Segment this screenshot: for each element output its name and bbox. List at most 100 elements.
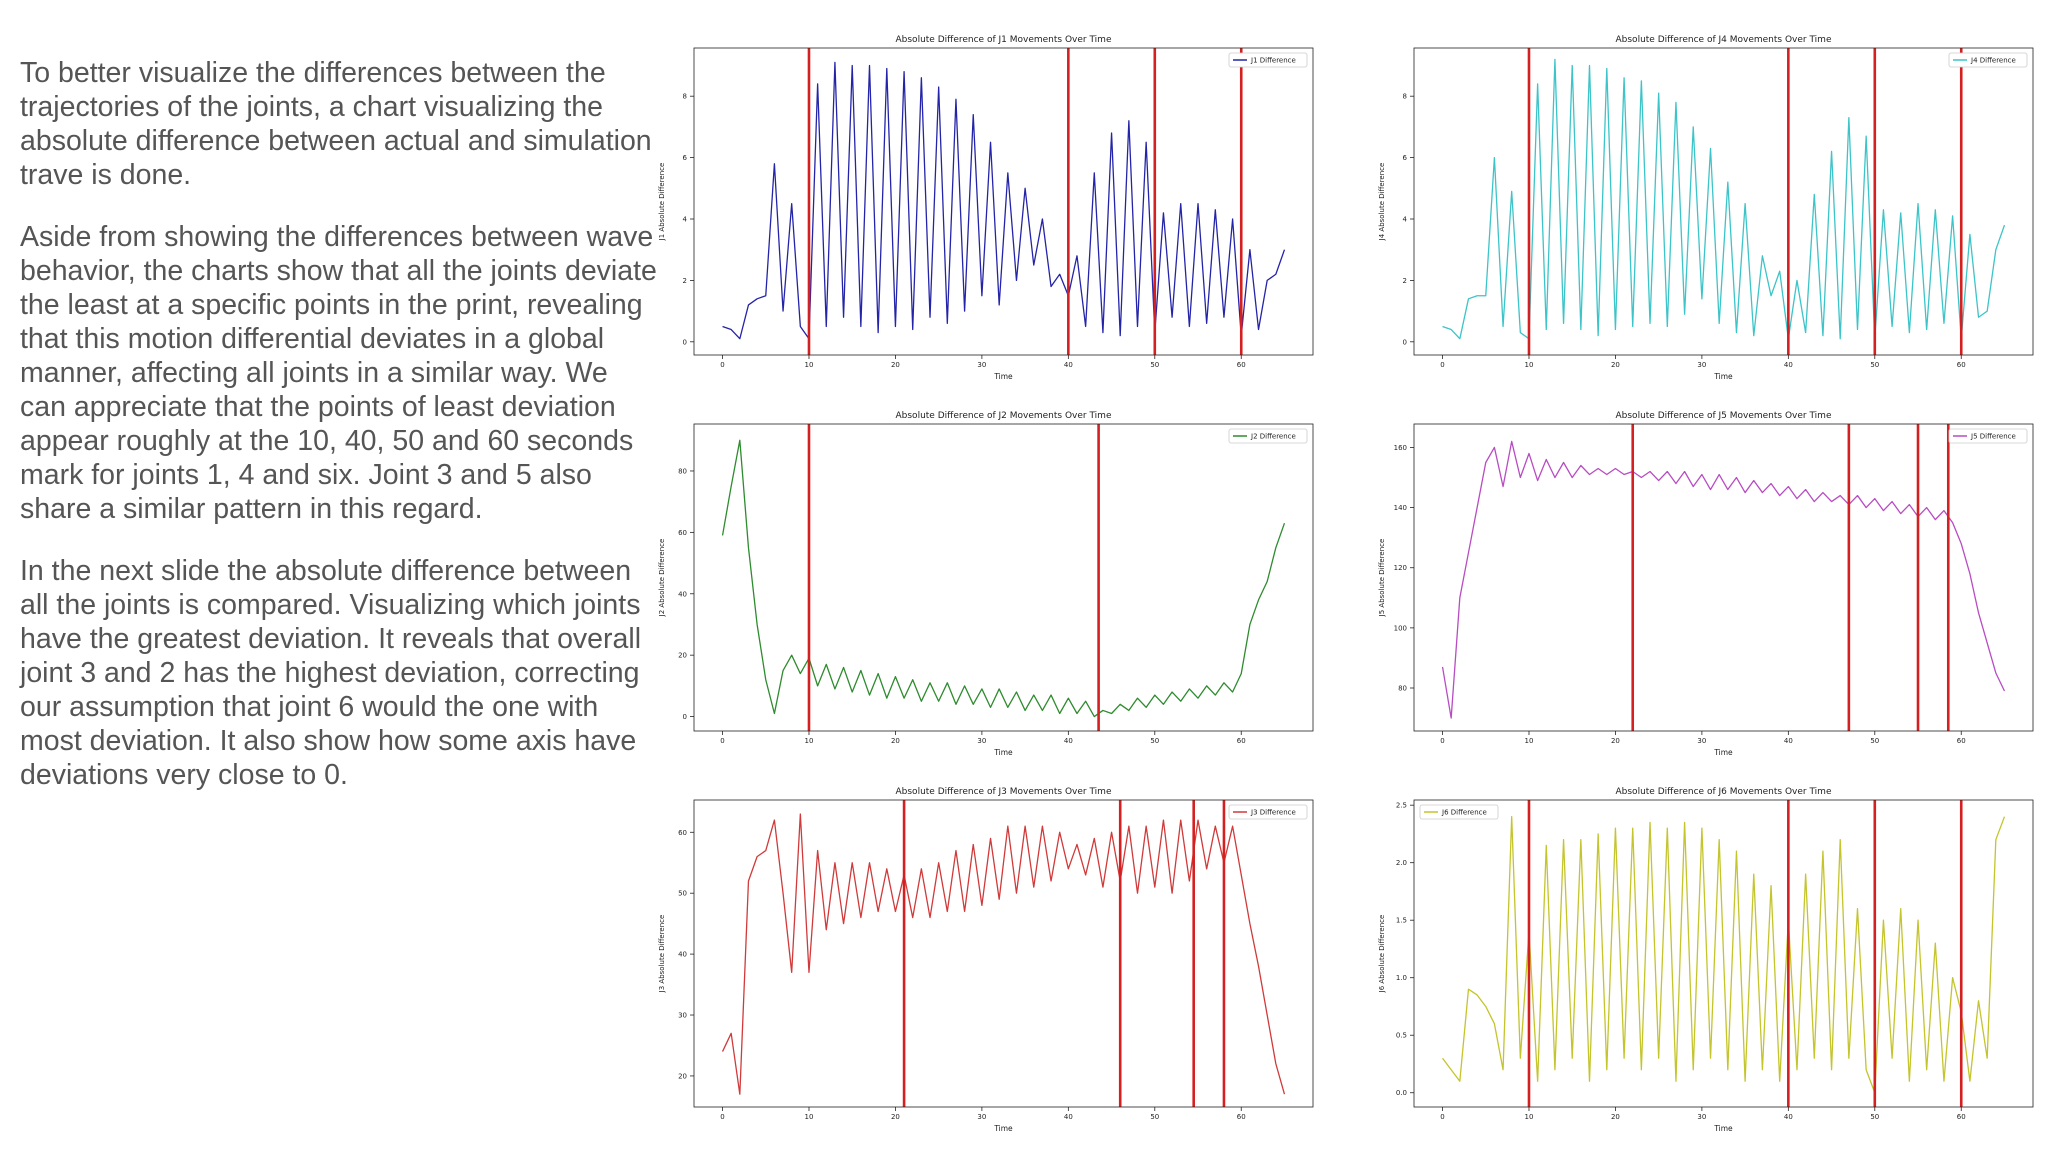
x-tick-label: 20 — [891, 737, 900, 745]
x-tick-label: 20 — [891, 361, 900, 369]
x-axis-label: Time — [993, 748, 1013, 757]
data-line — [721, 439, 1286, 718]
y-tick-label: 40 — [678, 951, 687, 959]
chart-title: Absolute Difference of J2 Movements Over… — [896, 411, 1112, 421]
y-tick-label: 50 — [678, 890, 687, 898]
x-tick-label: 50 — [1870, 737, 1879, 745]
y-tick-label: 60 — [678, 529, 687, 537]
data-line — [1442, 58, 2006, 340]
x-tick-label: 10 — [1525, 737, 1534, 745]
legend-label: J5 Difference — [1970, 433, 2016, 441]
x-tick-label: 10 — [805, 361, 814, 369]
x-tick-label: 40 — [1064, 361, 1073, 369]
plot — [1441, 424, 2006, 731]
x-tick-label: 50 — [1870, 1113, 1879, 1121]
legend-label: J1 Difference — [1250, 57, 1296, 65]
x-tick-label: 60 — [1237, 737, 1246, 745]
y-tick-label: 60 — [678, 829, 687, 837]
axes-frame — [1413, 47, 2034, 356]
y-tick-label: 140 — [1394, 504, 1407, 512]
y-tick-label: 6 — [683, 154, 688, 162]
legend-box — [1228, 52, 1308, 68]
data-line — [722, 61, 1286, 340]
x-tick-label: 20 — [1611, 361, 1620, 369]
legend-box — [1228, 428, 1308, 444]
x-tick-label: 30 — [1697, 1113, 1706, 1121]
y-tick-label: 160 — [1394, 444, 1407, 452]
x-tick-label: 0 — [720, 361, 724, 369]
chart-title: Absolute Difference of J4 Movements Over… — [1616, 35, 1832, 45]
y-tick-label: 8 — [1403, 93, 1407, 101]
legend-box — [1948, 52, 2028, 68]
y-tick-label: 8 — [683, 93, 687, 101]
legend-label: J3 Difference — [1250, 809, 1296, 817]
y-tick-label: 2 — [1403, 277, 1407, 285]
x-tick-label: 40 — [1064, 737, 1073, 745]
x-axis-label: Time — [1713, 1124, 1733, 1133]
y-tick-label: 40 — [678, 590, 687, 598]
y-tick-label: 120 — [1394, 564, 1407, 572]
legend-label: J2 Difference — [1250, 433, 1296, 441]
x-tick-label: 10 — [1525, 361, 1534, 369]
y-tick-label: 100 — [1394, 624, 1407, 632]
x-tick-label: 10 — [1525, 1113, 1534, 1121]
y-tick-label: 2 — [683, 277, 687, 285]
chart-title: Absolute Difference of J5 Movements Over… — [1616, 411, 1832, 421]
x-tick-label: 60 — [1957, 361, 1966, 369]
x-tick-label: 30 — [1697, 737, 1706, 745]
chart-title: Absolute Difference of J6 Movements Over… — [1616, 787, 1832, 797]
y-axis-label: J2 Absolute Difference — [658, 539, 666, 618]
plot — [1442, 800, 2006, 1107]
paragraph: Aside from showing the differences betwe… — [20, 221, 657, 525]
y-tick-label: 2.0 — [1396, 859, 1407, 867]
y-axis-label: J3 Absolute Difference — [658, 915, 666, 994]
plot — [722, 48, 1286, 355]
x-tick-label: 50 — [1150, 737, 1159, 745]
y-tick-label: 1.5 — [1396, 917, 1407, 925]
y-tick-label: 30 — [678, 1012, 687, 1020]
y-tick-label: 4 — [683, 215, 688, 223]
legend-label: J4 Difference — [1970, 57, 2016, 65]
y-axis-label: J5 Absolute Difference — [1378, 539, 1386, 618]
x-tick-label: 60 — [1237, 1113, 1246, 1121]
legend-box — [1948, 428, 2028, 444]
data-line — [1441, 440, 2006, 719]
x-tick-label: 50 — [1150, 361, 1159, 369]
y-tick-label: 20 — [678, 652, 687, 660]
y-axis-label: J4 Absolute Difference — [1378, 163, 1386, 242]
axes-frame — [1413, 423, 2034, 732]
plot — [1442, 48, 2006, 355]
x-tick-label: 0 — [720, 737, 724, 745]
y-tick-label: 1.0 — [1396, 974, 1407, 982]
y-tick-label: 0 — [683, 338, 687, 346]
paragraph: To better visualize the differences betw… — [20, 57, 652, 191]
y-tick-label: 0.0 — [1396, 1089, 1407, 1097]
plot — [721, 800, 1286, 1107]
x-axis-label: Time — [993, 372, 1013, 381]
x-tick-label: 50 — [1870, 361, 1879, 369]
x-tick-label: 0 — [1440, 737, 1444, 745]
x-tick-label: 40 — [1064, 1113, 1073, 1121]
chart-title: Absolute Difference of J3 Movements Over… — [896, 787, 1112, 797]
x-tick-label: 30 — [977, 361, 986, 369]
x-tick-label: 10 — [805, 737, 814, 745]
chart-title: Absolute Difference of J1 Movements Over… — [896, 35, 1112, 45]
x-tick-label: 20 — [1611, 1113, 1620, 1121]
x-axis-label: Time — [993, 1124, 1013, 1133]
paragraph: In the next slide the absolute differenc… — [20, 555, 642, 791]
x-tick-label: 20 — [1611, 737, 1620, 745]
x-axis-label: Time — [1713, 748, 1733, 757]
y-axis-label: J1 Absolute Difference — [658, 163, 666, 242]
axes-frame — [1413, 799, 2034, 1108]
x-tick-label: 60 — [1237, 361, 1246, 369]
y-tick-label: 80 — [1398, 685, 1407, 693]
y-tick-label: 0 — [683, 713, 687, 721]
legend-label: J6 Difference — [1441, 809, 1487, 817]
x-tick-label: 0 — [720, 1113, 724, 1121]
x-tick-label: 30 — [1697, 361, 1706, 369]
x-axis-label: Time — [1713, 372, 1733, 381]
x-tick-label: 40 — [1784, 737, 1793, 745]
y-tick-label: 0.5 — [1396, 1032, 1407, 1040]
